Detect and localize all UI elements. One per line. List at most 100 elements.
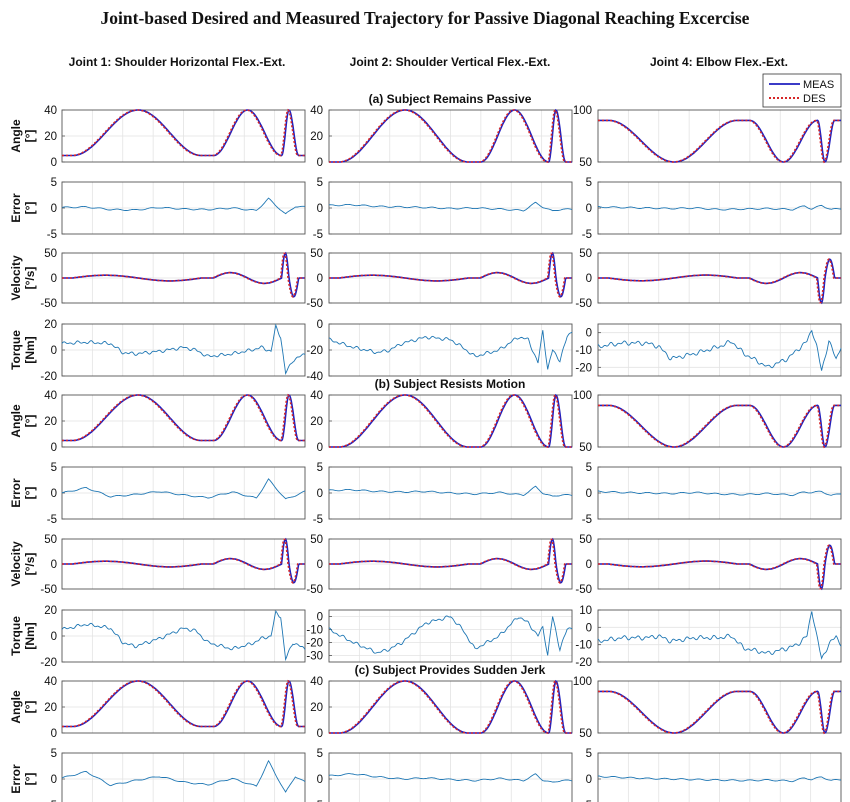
y-tick-label: 0 <box>317 612 323 624</box>
subplot-a-velocity-2: -50 0 50 <box>306 248 573 310</box>
y-tick-label: 0 <box>51 631 57 643</box>
figure-title: Joint-based Desired and Measured Traject… <box>100 8 750 28</box>
y-tick-label: -40 <box>306 371 323 383</box>
subplot-a-torque-1: -20 0 20 <box>40 319 306 383</box>
y-tick-label: -5 <box>47 800 57 802</box>
torque-line <box>597 329 842 371</box>
y-tick-label: 0 <box>51 345 57 357</box>
section-titles: (a) Subject Remains Passive (b) Subject R… <box>355 92 546 677</box>
y-tick-label: 0 <box>51 774 57 786</box>
subplot-b-torque-1: -20 0 20 <box>40 605 306 669</box>
error-line <box>328 201 573 212</box>
y-tick-label: 20 <box>310 131 323 143</box>
y-tick-label: -30 <box>306 651 323 663</box>
subplot-b-torque-3: -20 -10 0 10 <box>575 605 842 669</box>
y-tick-label: -5 <box>313 229 323 241</box>
column-title-1: Joint 1: Shoulder Horizontal Flex.-Ext. <box>69 55 286 69</box>
y-tick-label: -20 <box>575 657 592 669</box>
y-tick-label: 20 <box>310 702 323 714</box>
legend-des-label: DES <box>803 93 826 105</box>
y-tick-label: -50 <box>306 584 323 596</box>
y-tick-label: -20 <box>575 362 592 374</box>
y-tick-label: 0 <box>317 728 323 740</box>
row-label-unit: [°/s] <box>23 553 37 576</box>
subplot-b-error-3: -5 0 5 <box>582 462 842 526</box>
y-tick-label: 20 <box>44 131 57 143</box>
subplot-c-error-1: -5 0 5 <box>47 748 306 802</box>
y-tick-label: 50 <box>579 442 592 454</box>
y-tick-label: 0 <box>586 559 592 571</box>
row-label-unit: [°] <box>23 701 37 714</box>
row-label-unit: [°/s] <box>23 267 37 290</box>
y-tick-label: -50 <box>575 584 592 596</box>
y-tick-label: 5 <box>586 748 592 760</box>
y-tick-label: 0 <box>586 774 592 786</box>
axes-frame <box>597 680 842 734</box>
y-tick-label: -20 <box>306 638 323 650</box>
subplot-c-error-2: -5 0 5 <box>313 748 573 802</box>
error-line <box>328 485 573 497</box>
axes-frame <box>597 109 842 163</box>
y-tick-label: 0 <box>51 203 57 215</box>
y-tick-label: 0 <box>317 774 323 786</box>
y-tick-label: -10 <box>575 640 592 652</box>
y-tick-label: 20 <box>44 416 57 428</box>
des-line <box>329 679 572 734</box>
subplot-b-torque-2: -30-20-100 <box>306 609 573 663</box>
y-tick-label: -50 <box>40 584 57 596</box>
y-tick-label: 0 <box>317 203 323 215</box>
subplot-a-error-3: -5 0 5 <box>582 177 842 241</box>
error-line <box>61 478 306 500</box>
row-label-name: Error <box>9 478 23 508</box>
y-tick-label: 0 <box>586 328 592 340</box>
row-label-a-torque: Torque [Nm] <box>9 330 37 370</box>
des-line <box>329 108 572 163</box>
y-tick-label: 0 <box>51 442 57 454</box>
y-tick-label: -5 <box>313 514 323 526</box>
subplot-a-error-2: -5 0 5 <box>313 177 573 241</box>
legend-box <box>762 73 842 108</box>
subplot-a-angle-2: 0 20 40 <box>310 105 573 169</box>
row-label-unit: [°] <box>23 773 37 786</box>
torque-line <box>329 330 573 370</box>
subplot-a-velocity-1: -50 0 50 <box>40 248 306 310</box>
des-line <box>62 679 305 728</box>
row-label-name: Velocity <box>9 255 23 301</box>
subplot-a-torque-2: -40 -20 0 <box>306 319 573 383</box>
y-tick-label: 20 <box>310 416 323 428</box>
y-tick-label: 5 <box>51 748 57 760</box>
y-tick-label: 5 <box>317 748 323 760</box>
subplot-c-angle-3: 50 100 <box>573 676 842 740</box>
subplot-b-velocity-2: -50 0 50 <box>306 534 573 596</box>
meas-line <box>598 690 841 734</box>
row-label-a-velocity: Velocity [°/s] <box>9 255 37 301</box>
y-tick-label: -50 <box>575 298 592 310</box>
row-label-a-angle: Angle [°] <box>9 119 37 153</box>
y-tick-label: -20 <box>40 371 57 383</box>
row-label-a-error: Error [°] <box>9 193 37 223</box>
row-label-name: Error <box>9 764 23 794</box>
y-tick-label: 5 <box>317 177 323 189</box>
row-label-name: Torque <box>9 616 23 656</box>
subplot-b-error-2: -5 0 5 <box>313 462 573 526</box>
y-tick-label: 0 <box>51 728 57 740</box>
y-tick-label: 50 <box>310 534 323 546</box>
row-label-b-angle: Angle [°] <box>9 404 37 438</box>
y-tick-label: 0 <box>51 488 57 500</box>
y-tick-label: 20 <box>44 605 57 617</box>
subplot-b-angle-1: 0 20 40 <box>44 390 306 454</box>
row-label-c-error: Error [°] <box>9 764 37 794</box>
row-label-c-angle: Angle [°] <box>9 690 37 724</box>
row-label-unit: [°] <box>23 415 37 428</box>
y-tick-label: 5 <box>51 462 57 474</box>
y-tick-label: 20 <box>44 319 57 331</box>
error-line <box>597 775 841 783</box>
y-tick-label: -5 <box>582 229 592 241</box>
subplot-a-error-1: -5 0 5 <box>47 177 306 241</box>
y-tick-label: 100 <box>573 390 592 402</box>
row-label-b-torque: Torque [Nm] <box>9 616 37 656</box>
y-tick-label: -50 <box>40 298 57 310</box>
y-tick-label: 0 <box>51 157 57 169</box>
row-label-b-velocity: Velocity [°/s] <box>9 541 37 587</box>
